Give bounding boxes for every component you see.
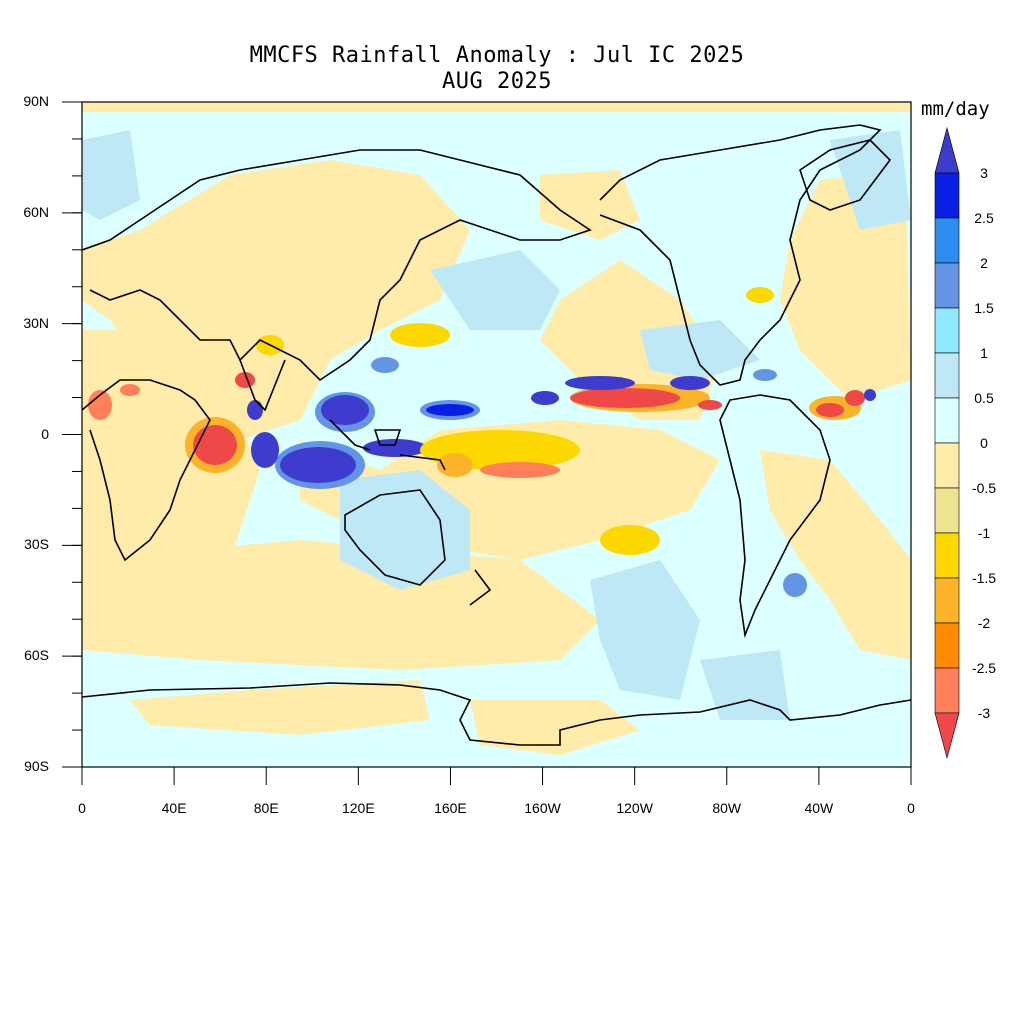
colorbar-label: 0.5 (974, 390, 994, 406)
colorbar (934, 126, 960, 760)
colorbar-label: 1.5 (974, 300, 994, 316)
lon-tick-label: 120W (616, 800, 653, 816)
lon-tick-label: 0 (78, 800, 86, 816)
colorbar-label: -0.5 (971, 480, 997, 496)
colorbar-label: -3 (977, 705, 991, 721)
anomaly-field (82, 102, 911, 767)
lon-tick-label: 160E (434, 800, 467, 816)
colorbar-bottom-triangle (934, 712, 960, 760)
colorbar-label: 2 (980, 255, 988, 271)
colorbar-box (934, 667, 960, 714)
lat-tick-label: 60S (24, 647, 49, 664)
colorbar-top-triangle (934, 126, 960, 174)
colorbar-box (934, 487, 960, 534)
colorbar-box (934, 172, 960, 219)
lat-tick-label: 60N (23, 203, 49, 220)
colorbar-box (934, 622, 960, 669)
lon-tick-label: 0 (907, 800, 915, 816)
lon-tick-label: 40W (804, 800, 834, 816)
lat-tick-label: 90S (24, 758, 49, 774)
lon-tick-label: 120E (341, 800, 375, 816)
colorbar-box (934, 577, 960, 624)
axis-ticks (62, 101, 912, 785)
lon-tick-label: 160W (524, 800, 561, 816)
colorbar-box (934, 307, 960, 354)
colorbar-label: -1.5 (971, 570, 997, 586)
colorbar-box (934, 217, 960, 264)
colorbar-label: 1 (980, 345, 988, 361)
colorbar-label: 0 (980, 435, 988, 451)
colorbar-label: -2 (977, 615, 991, 631)
colorbar-label: 3 (980, 165, 988, 181)
lon-tick-label: 80E (253, 800, 279, 816)
colorbar-box (934, 397, 960, 444)
lat-tick-label: 30S (24, 536, 49, 553)
colorbar-label: -1 (977, 525, 991, 541)
colorbar-label: 2.5 (974, 210, 994, 226)
map-title: MMCFS Rainfall Anomaly : Jul IC 2025 (249, 43, 745, 68)
colorbar-label: -2.5 (971, 660, 997, 676)
colorbar-box (934, 442, 960, 489)
colorbar-box (934, 352, 960, 399)
lon-tick-label: 40E (161, 800, 187, 816)
map-subtitle: AUG 2025 (442, 69, 552, 94)
lat-tick-label: 30N (23, 314, 49, 331)
tropical-anomalies (88, 287, 876, 597)
coastlines (82, 124, 911, 746)
colorbar-box (934, 532, 960, 579)
lat-tick-label: 90N (23, 93, 49, 109)
units-label: mm/day (921, 98, 990, 120)
colorbar-box (934, 262, 960, 309)
lon-tick-label: 80W (712, 800, 742, 816)
lat-tick-label: 0 (41, 425, 49, 442)
